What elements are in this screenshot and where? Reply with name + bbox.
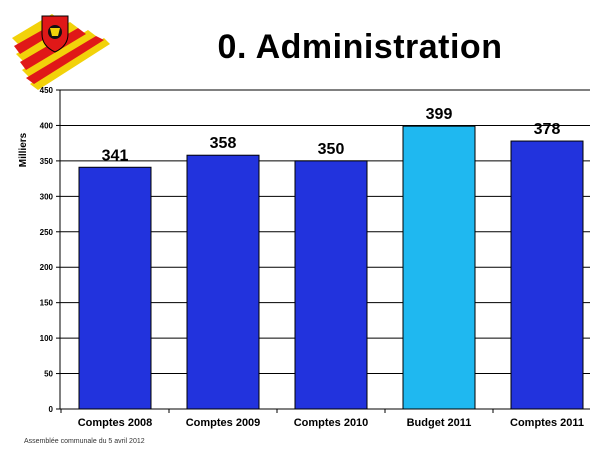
category-labels: Comptes 2008 Comptes 2009 Comptes 2010 Budg… (78, 417, 584, 429)
axes (56, 89, 590, 413)
bars (78, 125, 584, 410)
bar-budget-2011 (402, 125, 476, 410)
bar-comptes-2009 (186, 154, 260, 410)
y-tick-label: 150 (40, 299, 54, 308)
coat-of-arms-logo (12, 14, 110, 90)
category-label: Comptes 2011 (510, 417, 584, 429)
y-tick-label: 0 (49, 405, 54, 414)
category-label: Comptes 2009 (186, 417, 261, 429)
value-label: 358 (210, 135, 237, 152)
slide-title: 0. Administration (217, 28, 503, 66)
value-label: 341 (102, 147, 129, 164)
y-tick-label: 50 (44, 370, 53, 379)
y-tick-labels: 0 50 100 150 200 250 300 350 400 450 (40, 86, 54, 414)
footer-text: Assemblée communale du 5 avril 2012 (24, 438, 145, 445)
bar-comptes-2010 (294, 160, 368, 410)
bar-comptes-2008 (78, 166, 152, 410)
y-tick-label: 350 (40, 157, 54, 166)
value-label: 350 (318, 141, 345, 158)
y-tick-label: 450 (40, 86, 54, 95)
y-tick-label: 400 (40, 121, 54, 130)
y-tick-label: 300 (40, 192, 54, 201)
y-axis-label: Milliers (18, 132, 29, 167)
value-label: 378 (534, 121, 561, 138)
bar-comptes-2011 (510, 140, 584, 410)
y-tick-label: 250 (40, 228, 54, 237)
category-label: Comptes 2010 (294, 417, 369, 429)
category-label: Comptes 2008 (78, 417, 153, 429)
y-tick-label: 100 (40, 334, 54, 343)
category-label: Budget 2011 (407, 417, 472, 429)
value-labels: 341 358 350 399 378 (102, 106, 561, 164)
y-tick-label: 200 (40, 263, 54, 272)
value-label: 399 (426, 106, 453, 123)
